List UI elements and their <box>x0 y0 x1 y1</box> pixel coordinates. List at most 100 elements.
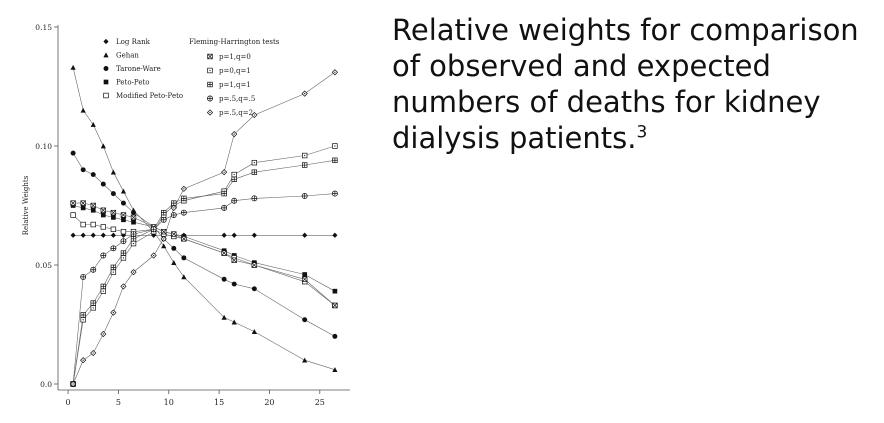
legend-marker <box>103 79 109 85</box>
x-tick-label: 0 <box>66 398 71 407</box>
data-point <box>110 191 116 197</box>
data-point <box>80 357 87 364</box>
series-line <box>72 71 336 385</box>
data-point <box>332 288 338 294</box>
data-point <box>90 172 96 178</box>
data-point <box>100 252 107 259</box>
data-point <box>221 314 227 320</box>
data-point <box>100 232 106 238</box>
data-point <box>70 380 77 388</box>
data-point <box>100 224 107 230</box>
data-point <box>181 236 187 242</box>
series-markers <box>70 64 338 388</box>
data-point <box>302 317 308 323</box>
data-point <box>160 235 167 242</box>
data-point <box>171 245 177 251</box>
data-point <box>90 300 96 306</box>
data-point <box>80 312 86 318</box>
data-point <box>221 232 227 238</box>
data-point <box>251 159 258 166</box>
data-point <box>100 143 106 149</box>
data-point <box>120 200 126 206</box>
data-point <box>90 202 96 209</box>
series-line <box>72 152 336 337</box>
legend-label: Log Rank <box>116 38 151 46</box>
legend-label: Tarone-Ware <box>116 65 161 73</box>
legend-marker <box>207 81 213 88</box>
x-tick-label: 5 <box>116 398 121 407</box>
data-point <box>150 252 157 259</box>
legend-label: p=1,q=0 <box>219 53 251 61</box>
legend-marker <box>103 38 109 45</box>
legend-marker <box>207 95 213 102</box>
data-point <box>251 286 257 292</box>
x-tick-label: 20 <box>264 398 274 407</box>
legend-marker <box>206 109 214 116</box>
data-point <box>231 319 237 325</box>
data-point <box>70 200 76 206</box>
data-point <box>221 250 227 256</box>
data-point <box>161 209 167 216</box>
y-tick-label: 0.15 <box>35 23 52 32</box>
data-point <box>80 167 86 173</box>
data-point <box>70 212 76 218</box>
data-point <box>80 107 86 113</box>
data-point <box>110 209 117 216</box>
data-point <box>111 215 116 220</box>
data-point <box>100 330 107 338</box>
data-point <box>90 221 96 228</box>
data-point <box>160 216 167 223</box>
data-point <box>120 228 127 235</box>
data-point <box>331 190 338 197</box>
data-point <box>80 205 86 211</box>
data-point <box>332 333 338 339</box>
data-point <box>171 200 177 206</box>
data-point <box>301 193 308 199</box>
data-point <box>170 212 177 218</box>
data-point <box>130 236 137 242</box>
data-point <box>332 367 338 373</box>
data-point <box>150 226 157 233</box>
data-point <box>121 217 126 223</box>
data-point <box>90 121 96 127</box>
data-point <box>301 276 308 282</box>
data-point <box>100 181 106 187</box>
data-point <box>131 210 136 216</box>
data-point <box>120 283 127 290</box>
data-point <box>302 232 308 238</box>
data-point <box>130 269 137 276</box>
data-point <box>100 207 107 213</box>
data-point <box>221 204 228 211</box>
data-point <box>100 283 107 290</box>
data-point <box>80 273 87 280</box>
data-point <box>181 255 187 261</box>
data-point <box>251 262 258 268</box>
series-line <box>73 202 336 306</box>
data-point <box>110 269 117 275</box>
x-tick-label: 10 <box>164 398 174 407</box>
relative-weights-chart: 0.0 0.05 0.10 0.15 0 5 10 15 20 25 Relative Weight… <box>22 23 350 407</box>
data-point <box>90 207 96 213</box>
data-point <box>251 169 258 175</box>
data-point <box>80 200 86 206</box>
data-point <box>302 357 308 363</box>
data-point <box>130 231 137 238</box>
legend-marker <box>103 92 109 99</box>
data-point <box>100 212 106 218</box>
data-point <box>110 245 117 252</box>
data-point <box>110 169 116 175</box>
legend-marker <box>103 52 109 58</box>
data-point <box>120 255 127 261</box>
data-point <box>70 64 76 70</box>
data-point <box>221 190 227 197</box>
data-point <box>90 305 96 311</box>
y-tick-label: 0.05 <box>35 261 52 270</box>
y-tick-label: 0.0 <box>40 380 52 389</box>
data-point <box>231 131 238 138</box>
legend-marker <box>207 67 213 74</box>
data-point <box>161 228 167 235</box>
legend-label: p=.5,q=2 <box>219 109 253 117</box>
legend-label: p=1,q=1 <box>219 81 251 89</box>
data-point <box>180 209 187 216</box>
data-point <box>90 349 97 357</box>
